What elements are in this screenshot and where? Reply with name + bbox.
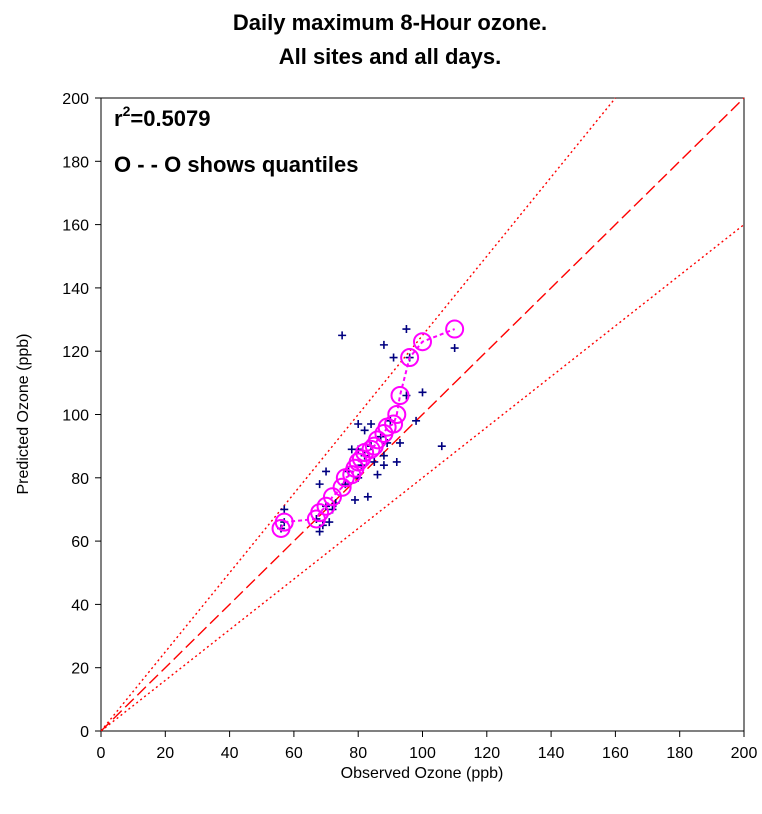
data-point-plus: [379, 340, 388, 349]
y-tick-label: 120: [62, 344, 89, 361]
quantile-point: [332, 477, 352, 497]
data-point-plus: [360, 426, 369, 435]
x-axis-ticks: 0 20 40 60 80 100 120 140 160 180 200: [97, 731, 758, 762]
quantile-point: [384, 414, 404, 434]
y-tick-label: 20: [71, 661, 89, 678]
x-tick-label: 100: [409, 745, 436, 762]
y-tick-label: 0: [80, 724, 89, 741]
data-point-plus: [315, 527, 324, 536]
data-point-plus: [350, 495, 359, 504]
r2-value: =0.5079: [130, 106, 210, 131]
data-point-plus: [280, 505, 289, 514]
data-point-plus: [379, 461, 388, 470]
x-tick-label: 200: [731, 745, 758, 762]
x-tick-label: 0: [97, 745, 106, 762]
x-tick-label: 160: [602, 745, 629, 762]
quantile-note: O - - O shows quantiles: [114, 152, 358, 177]
r2-prefix: r: [114, 106, 123, 131]
quantile-point: [387, 405, 407, 424]
y-axis-label: Predicted Ozone (ppb): [15, 334, 32, 495]
reference-line-lower: [100, 224, 745, 732]
x-axis-label: Observed Ozone (ppb): [341, 765, 504, 782]
y-tick-label: 100: [62, 408, 89, 425]
data-point-plus: [450, 344, 459, 353]
quantile-point: [348, 452, 368, 472]
data-point-plus: [322, 467, 331, 476]
quantile-point: [316, 496, 336, 516]
x-tick-label: 40: [221, 745, 239, 762]
data-point-plus: [418, 388, 427, 397]
data-point-plus: [392, 457, 401, 466]
data-point-plus: [367, 419, 376, 428]
chart-title-line1: Daily maximum 8-Hour ozone.: [233, 10, 547, 35]
y-tick-label: 80: [71, 471, 89, 488]
y-tick-label: 180: [62, 154, 89, 171]
y-tick-label: 60: [71, 534, 89, 551]
data-point-plus: [395, 438, 404, 447]
data-point-plus: [373, 470, 382, 479]
r-squared-annotation: r2=0.5079: [114, 103, 211, 131]
reference-line-one-to-one: [100, 97, 745, 732]
reference-lines: [100, 97, 745, 732]
x-tick-label: 20: [156, 745, 174, 762]
x-tick-label: 80: [349, 745, 367, 762]
x-tick-label: 180: [666, 745, 693, 762]
data-point-plus: [325, 518, 334, 527]
quantile-point: [361, 439, 381, 459]
x-tick-label: 60: [285, 745, 303, 762]
quantile-point: [445, 319, 465, 339]
r2-superscript: 2: [123, 103, 131, 119]
data-point-plus: [412, 416, 421, 425]
data-point-plus: [379, 451, 388, 460]
data-point-plus: [354, 419, 363, 428]
data-point-plus: [363, 492, 372, 501]
data-point-plus: [338, 331, 347, 340]
data-point-plus: [402, 325, 411, 334]
x-tick-label: 140: [538, 745, 565, 762]
quantile-points: [271, 319, 465, 538]
data-point-plus: [315, 480, 324, 489]
data-point-plus: [370, 457, 379, 466]
quantile-point: [274, 512, 294, 532]
reference-line-upper: [100, 97, 616, 732]
y-tick-label: 200: [62, 91, 89, 108]
x-tick-label: 120: [473, 745, 500, 762]
data-point-plus: [389, 353, 398, 362]
quantile-point: [322, 487, 342, 507]
quantile-point: [310, 503, 330, 523]
chart-title-line2: All sites and all days.: [279, 44, 502, 69]
data-point-plus: [437, 442, 446, 451]
quantile-point: [413, 332, 432, 352]
y-tick-label: 40: [71, 597, 89, 614]
y-tick-label: 140: [62, 281, 89, 298]
y-tick-label: 160: [62, 218, 89, 235]
quantile-point: [367, 430, 387, 450]
y-axis-ticks: 0 20 40 60 80 100 120 140 160 180 200: [62, 91, 101, 741]
quantile-point: [400, 348, 420, 368]
quantile-point: [390, 386, 410, 406]
